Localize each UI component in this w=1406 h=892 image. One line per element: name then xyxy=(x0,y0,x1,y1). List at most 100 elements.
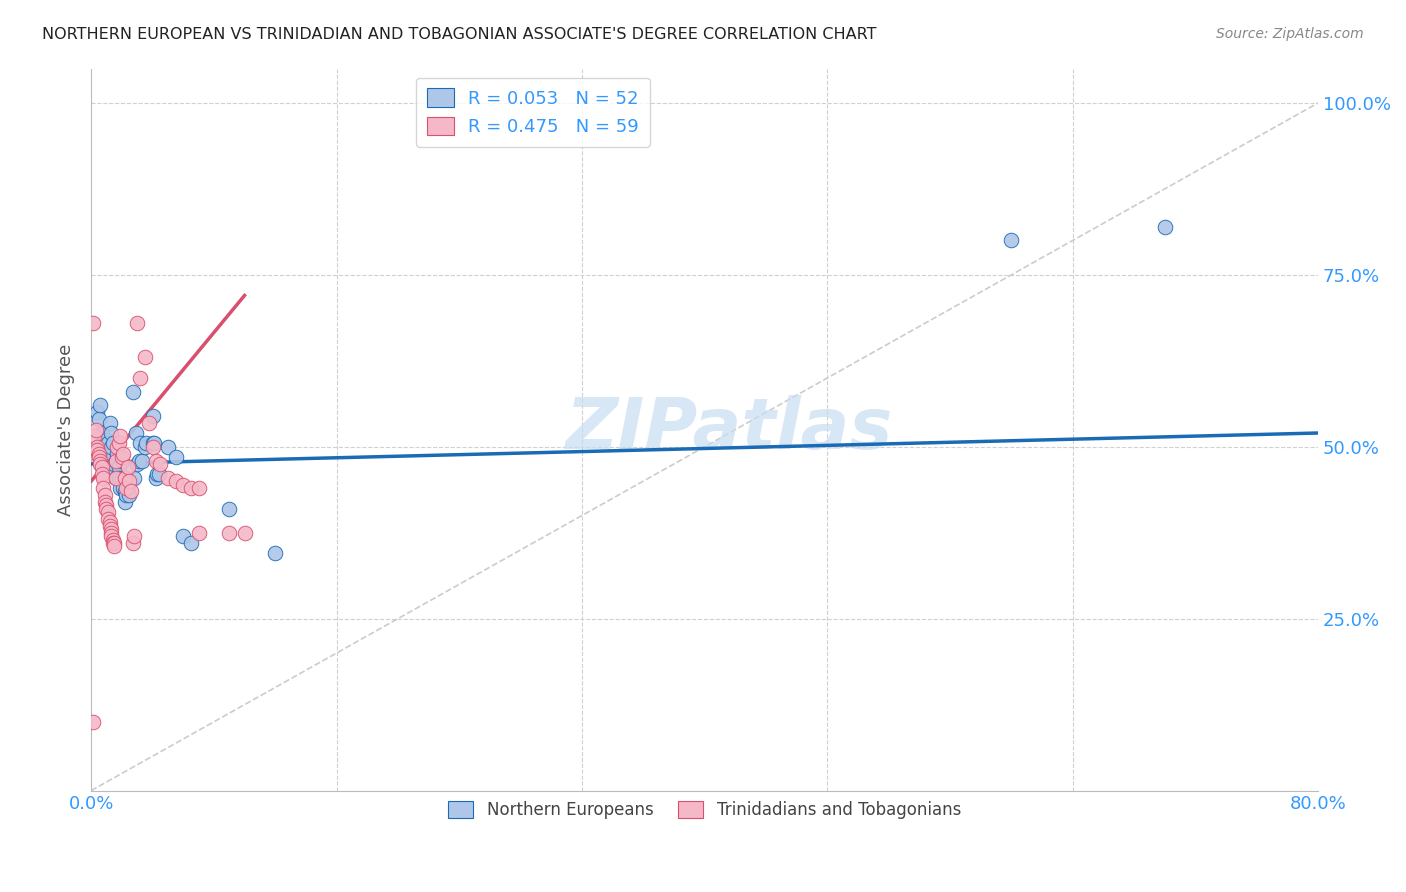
Point xyxy=(90,467,112,482)
Point xyxy=(107,436,129,450)
Text: NORTHERN EUROPEAN VS TRINIDADIAN AND TOBAGONIAN ASSOCIATE'S DEGREE CORRELATION C: NORTHERN EUROPEAN VS TRINIDADIAN AND TOB… xyxy=(42,27,877,42)
Point xyxy=(146,467,169,482)
Point xyxy=(134,440,156,454)
Point xyxy=(165,450,187,464)
Point xyxy=(90,460,112,475)
Point xyxy=(120,484,142,499)
Point xyxy=(104,471,127,485)
Point xyxy=(145,471,167,485)
Point xyxy=(82,714,104,729)
Point xyxy=(105,440,128,454)
Point xyxy=(134,351,156,365)
Point xyxy=(117,460,139,475)
Point xyxy=(187,525,209,540)
Point xyxy=(149,457,172,471)
Point xyxy=(112,447,135,461)
Point xyxy=(117,477,139,491)
Point xyxy=(104,453,127,467)
Point xyxy=(89,457,111,471)
Point xyxy=(98,516,121,530)
Point xyxy=(145,453,167,467)
Point xyxy=(104,453,127,467)
Point xyxy=(93,471,115,485)
Point xyxy=(1153,219,1175,234)
Point xyxy=(84,423,107,437)
Point xyxy=(121,384,143,399)
Point xyxy=(98,416,121,430)
Point xyxy=(110,429,132,443)
Point xyxy=(233,525,256,540)
Point xyxy=(96,501,118,516)
Point xyxy=(111,453,134,467)
Point xyxy=(100,440,122,454)
Point xyxy=(97,505,120,519)
Point xyxy=(82,316,104,330)
Point xyxy=(156,471,179,485)
Point xyxy=(96,433,118,447)
Point xyxy=(127,457,149,471)
Point xyxy=(100,425,122,440)
Point xyxy=(87,412,110,426)
Point xyxy=(98,519,121,533)
Point xyxy=(122,529,145,543)
Point xyxy=(87,450,110,464)
Point xyxy=(172,477,194,491)
Point xyxy=(97,436,120,450)
Point xyxy=(107,460,129,475)
Point xyxy=(172,529,194,543)
Point xyxy=(97,512,120,526)
Point xyxy=(101,533,124,547)
Point xyxy=(110,481,132,495)
Text: Source: ZipAtlas.com: Source: ZipAtlas.com xyxy=(1216,27,1364,41)
Point xyxy=(165,474,187,488)
Point xyxy=(103,536,125,550)
Point xyxy=(89,399,111,413)
Point xyxy=(118,488,141,502)
Point xyxy=(138,416,160,430)
Point xyxy=(96,498,118,512)
Point xyxy=(83,429,105,443)
Point xyxy=(135,436,157,450)
Point xyxy=(114,495,136,509)
Point xyxy=(86,443,108,458)
Point xyxy=(94,495,117,509)
Point xyxy=(93,440,115,454)
Point xyxy=(124,425,146,440)
Point xyxy=(103,540,125,554)
Point xyxy=(84,443,107,458)
Point xyxy=(141,409,163,423)
Point xyxy=(218,501,240,516)
Point xyxy=(118,474,141,488)
Point xyxy=(156,440,179,454)
Text: ZIPatlas: ZIPatlas xyxy=(565,395,893,464)
Point xyxy=(187,481,209,495)
Point xyxy=(98,447,121,461)
Point xyxy=(103,464,125,478)
Point xyxy=(143,436,166,450)
Point xyxy=(90,425,112,440)
Point xyxy=(93,481,115,495)
Point xyxy=(100,522,122,536)
Point xyxy=(86,405,108,419)
Point xyxy=(180,481,202,495)
Point xyxy=(86,440,108,454)
Point xyxy=(111,450,134,464)
Point xyxy=(122,471,145,485)
Point xyxy=(114,484,136,499)
Point xyxy=(129,436,152,450)
Point xyxy=(105,447,128,461)
Point xyxy=(107,471,129,485)
Point xyxy=(1000,234,1022,248)
Point xyxy=(94,443,117,458)
Point xyxy=(115,488,138,502)
Point xyxy=(101,436,124,450)
Point xyxy=(89,453,111,467)
Point xyxy=(112,481,135,495)
Point xyxy=(218,525,240,540)
Point xyxy=(141,436,163,450)
Point xyxy=(104,471,127,485)
Point xyxy=(127,316,149,330)
Y-axis label: Associate's Degree: Associate's Degree xyxy=(58,343,75,516)
Point xyxy=(94,488,117,502)
Point xyxy=(100,525,122,540)
